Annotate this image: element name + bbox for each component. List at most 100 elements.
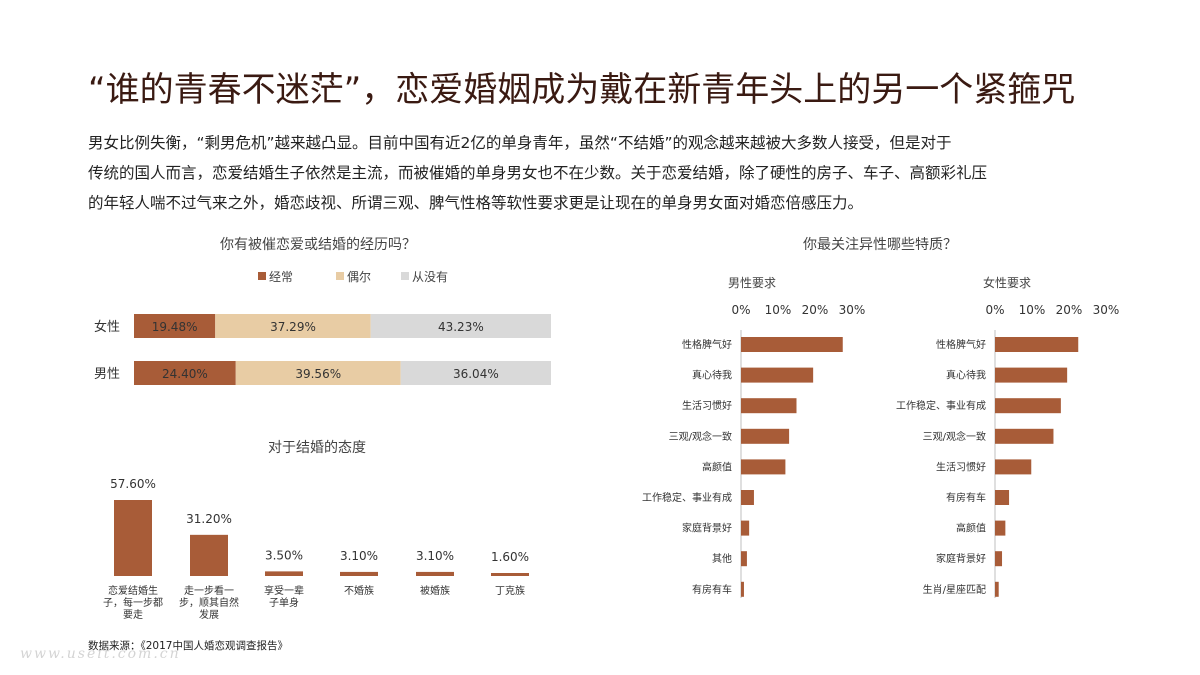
attitude-bar [491,573,529,576]
trait-bar [741,520,750,536]
data-source: 数据来源：《2017中国人婚恋观调查报告》 [88,640,288,652]
attitude-bar [114,500,152,576]
trait-category-label: 高颜值 [956,522,986,535]
legend-swatch [258,272,266,280]
attitude-category-label: 被婚族 [420,584,450,597]
x-tick-label: 10% [765,303,792,317]
legend-label: 偶尔 [347,269,371,284]
trait-bar [741,367,814,383]
trait-bar [995,551,1003,567]
attitude-value-label: 3.10% [416,549,454,563]
trait-bar [741,581,744,597]
trait-category-label: 有房有车 [946,491,986,504]
intro-line: 男女比例失衡，“剩男危机”越来越凸显。目前中国有近2亿的单身青年，虽然“不结婚”… [88,134,952,152]
attitude-bar [340,571,378,576]
trait-bar [995,367,1068,383]
trait-category-label: 其他 [712,552,732,565]
page-title: “谁的青春不迷茫”，恋爱婚姻成为戴在新青年头上的另一个紧箍咒 [88,70,1076,110]
attitude-category-label: 要走 [123,609,143,621]
stacked-bar-segment [400,361,551,385]
stacked-category-label: 女性 [94,319,120,335]
attitude-value-label: 3.10% [340,549,378,563]
attitude-category-label: 步，顺其自然 [179,596,239,609]
intro-paragraph: 男女比例失衡，“剩男危机”越来越凸显。目前中国有近2亿的单身青年，虽然“不结婚”… [88,128,1148,218]
trait-bar [741,337,843,352]
legend-label: 从没有 [412,269,448,284]
attitude-category-label: 走一步看一 [184,584,234,597]
attitude-chart-title: 对于结婚的态度 [268,440,366,456]
attitude-value-label: 3.50% [265,548,303,562]
trait-category-label: 三观/观念一致 [923,430,986,443]
x-tick-label: 20% [1056,303,1083,317]
legend-swatch [336,272,344,280]
stacked-bar-segment [134,314,216,338]
trait-category-label: 三观/观念一致 [669,430,732,443]
trait-bar [741,551,747,567]
x-tick-label: 0% [985,303,1004,317]
stacked-bar-label: 36.04% [453,367,499,381]
trait-category-label: 家庭背景好 [936,552,986,565]
watermark: www.useit.com.cn [20,646,181,662]
trait-bar [995,581,999,597]
trait-bar [995,520,1006,536]
trait-category-label: 有房有车 [692,583,732,596]
intro-line: 传统的国人而言，恋爱结婚生子依然是主流，而被催婚的单身男女也不在少数。关于恋爱结… [88,164,988,182]
stacked-bar-label: 24.40% [162,367,208,381]
intro-line: 的年轻人喘不过气来之外，婚恋歧视、所谓三观、脾气性格等软性要求更是让现在的单身男… [88,194,864,212]
attitude-category-label: 丁克族 [495,584,525,597]
trait-bar [741,459,786,475]
stacked-bar-segment [370,314,551,338]
trait-category-label: 生肖/星座匹配 [923,583,986,596]
stacked-bar-segment [215,314,371,338]
x-tick-label: 10% [1019,303,1046,317]
stacked-bar-label: 37.29% [270,320,316,334]
trait-bar [995,398,1061,414]
trait-category-label: 生活习惯好 [682,399,732,412]
attitude-category-label: 子单身 [269,596,299,609]
stacked-category-label: 男性 [94,367,120,382]
traits-chart-title: 你最关注异性哪些特质？ [803,237,957,253]
x-tick-label: 30% [1093,303,1120,317]
stacked-bar-label: 39.56% [295,367,341,381]
attitude-category-label: 恋爱结婚生 [108,584,158,597]
trait-bar [995,459,1032,475]
x-tick-label: 20% [802,303,829,317]
attitude-category-label: 享受一辈 [264,584,304,597]
attitude-value-label: 31.20% [186,512,232,526]
attitude-bar [265,571,303,576]
stacked-bar-label: 43.23% [438,320,484,334]
x-tick-label: 0% [731,303,750,317]
legend-label: 经常 [269,270,293,284]
attitude-category-label: 发展 [199,608,219,621]
attitude-value-label: 57.60% [110,477,156,491]
trait-category-label: 工作稳定、事业有成 [642,491,732,504]
trait-category-label: 高颜值 [702,460,732,473]
attitude-category-label: 子，每一步都 [103,596,163,609]
attitude-category-label: 不婚族 [344,584,374,597]
trait-category-label: 生活习惯好 [936,460,986,473]
attitude-bar [190,534,228,576]
trait-category-label: 真心待我 [692,369,732,382]
trait-bar [995,490,1010,505]
attitude-bar [416,571,454,576]
traits-subchart-title: 男性要求 [728,276,776,290]
trait-bar [995,337,1079,352]
stacked-bar-label: 19.48% [152,320,198,334]
trait-bar [741,398,797,414]
trait-bar [741,428,790,444]
legend-swatch [401,272,409,280]
trait-bar [995,428,1054,444]
stacked-bar-segment [235,361,401,385]
stacked-bar-segment [134,361,236,385]
stacked-chart-title: 你有被催恋爱或结婚的经历吗？ [220,237,416,253]
trait-category-label: 家庭背景好 [682,522,732,535]
trait-category-label: 性格脾气好 [682,338,732,351]
trait-category-label: 工作稳定、事业有成 [896,399,986,412]
attitude-value-label: 1.60% [491,550,529,564]
trait-category-label: 真心待我 [946,369,986,382]
x-tick-label: 30% [839,303,866,317]
traits-subchart-title: 女性要求 [983,275,1031,290]
trait-bar [741,490,754,505]
trait-category-label: 性格脾气好 [936,338,986,351]
